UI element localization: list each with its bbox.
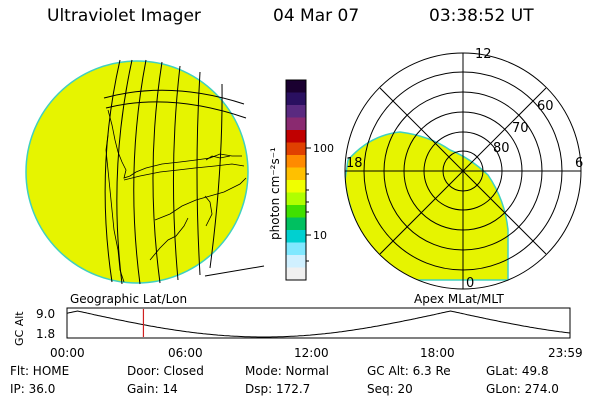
geographic-image (25, 59, 265, 285)
orbit-ytick-top: 9.0 (36, 307, 55, 321)
mlat-label-80: 80 (493, 141, 510, 156)
mlt-label-left: 18 (346, 156, 363, 171)
instrument-title: Ultraviolet Imager (47, 6, 201, 26)
orbit-xtick-1: 06:00 (168, 346, 203, 360)
mlt-label-bottom: 0 (466, 276, 474, 291)
colorbar-segment (286, 267, 306, 281)
status-dsp: Dsp: 172.7 (245, 382, 311, 396)
status-flight: Flt: HOME (10, 364, 70, 378)
polar-caption: Apex MLat/MLT (414, 292, 504, 306)
polar-image: 12 18 6 0 60 70 80 (344, 47, 583, 291)
time-label: 03:38:52 UT (429, 6, 534, 26)
coastlines (105, 109, 247, 283)
orbit-xtick-3: 18:00 (420, 346, 455, 360)
colorbar-segment (286, 117, 306, 131)
orbit-xtick-2: 12:00 (294, 346, 329, 360)
orbit-plot: GC Alt 9.0 1.8 00:00 06:00 12:00 18:00 2… (13, 307, 583, 360)
colorbar-frame (285, 79, 307, 281)
colorbar-segment (286, 180, 306, 193)
orbit-ylabel: GC Alt (13, 311, 26, 346)
mlt-label-right: 6 (575, 156, 583, 171)
geographic-grid (103, 59, 265, 285)
colorbar-segment (286, 105, 306, 118)
orbit-altitude-curve (66, 310, 571, 338)
colorbar-segment (286, 155, 306, 168)
polar-grid (344, 52, 582, 290)
colorbar-unit-label: photon cm⁻²s⁻¹ (268, 147, 282, 240)
colorbar-segment (286, 130, 306, 143)
colorbar-segment (286, 230, 306, 243)
colorbar-tick-100: 100 (313, 142, 334, 155)
mlat-label-70: 70 (512, 121, 529, 136)
colorbar-segment (286, 80, 306, 93)
colorbar-segment (286, 142, 306, 156)
colorbar-segment (286, 255, 306, 268)
colorbar-segment (286, 242, 306, 256)
colorbar-segment (286, 205, 306, 218)
status-gain: Gain: 14 (127, 382, 178, 396)
colorbar-segment (286, 217, 306, 231)
colorbar-segment (286, 192, 306, 206)
geographic-caption: Geographic Lat/Lon (70, 292, 187, 306)
status-mode: Mode: Normal (245, 364, 329, 378)
status-seq: Seq: 20 (367, 382, 413, 396)
mlat-label-60: 60 (537, 99, 554, 114)
date-label: 04 Mar 07 (273, 6, 360, 26)
colorbar-segment (286, 167, 306, 181)
colorbar: 100 10 photon cm⁻²s⁻¹ (268, 79, 334, 281)
polar-emission-region (345, 131, 509, 281)
colorbar-segment (286, 92, 306, 106)
orbit-xtick-0: 00:00 (50, 346, 85, 360)
status-ip: IP: 36.0 (10, 382, 56, 396)
orbit-plot-frame (66, 307, 571, 339)
status-gc-alt: GC Alt: 6.3 Re (367, 364, 451, 378)
orbit-ytick-bottom: 1.8 (36, 327, 55, 341)
colorbar-tick-10: 10 (313, 229, 327, 242)
status-door: Door: Closed (127, 364, 204, 378)
mlt-label-top: 12 (475, 47, 492, 62)
status-glat: GLat: 49.8 (486, 364, 549, 378)
orbit-xtick-4: 23:59 (548, 346, 583, 360)
colorbar-gradient (286, 80, 306, 281)
status-glon: GLon: 274.0 (486, 382, 559, 396)
